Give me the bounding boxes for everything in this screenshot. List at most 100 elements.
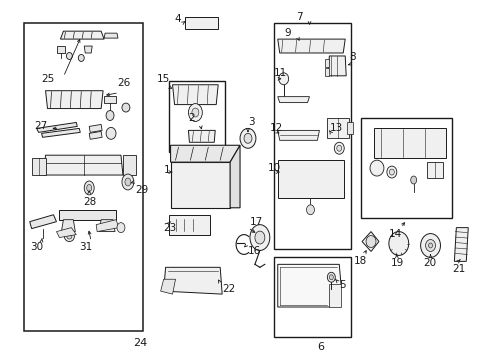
Text: 13: 13 [328,123,342,134]
Text: 2: 2 [188,113,195,123]
Ellipse shape [336,145,341,151]
Ellipse shape [240,129,255,148]
Bar [273,257,350,337]
Text: 6: 6 [317,342,324,352]
Polygon shape [277,160,344,198]
Polygon shape [45,91,103,109]
Polygon shape [56,228,76,238]
Polygon shape [104,33,118,38]
Polygon shape [325,59,328,67]
Ellipse shape [326,272,335,282]
Polygon shape [277,96,309,103]
Bar [194,168,207,180]
Text: 5: 5 [339,280,345,290]
Bar [212,168,224,180]
Text: 15: 15 [156,74,170,84]
Text: 7: 7 [296,12,303,22]
Polygon shape [43,155,122,175]
Polygon shape [30,215,56,229]
Ellipse shape [86,184,92,192]
Polygon shape [327,56,346,76]
Polygon shape [346,122,352,134]
Text: 20: 20 [423,258,436,268]
Ellipse shape [67,234,72,239]
Text: 4: 4 [174,14,181,24]
Text: 11: 11 [273,68,286,78]
Bar [176,168,189,180]
Polygon shape [185,17,218,29]
Ellipse shape [278,73,288,85]
Text: 19: 19 [390,258,403,268]
Text: 18: 18 [353,256,366,266]
Bar [189,19,196,27]
Bar [360,118,451,218]
Ellipse shape [84,181,94,195]
Polygon shape [122,155,136,175]
Text: 25: 25 [41,74,55,84]
Polygon shape [41,129,80,137]
Bar [171,218,206,231]
Ellipse shape [122,103,130,112]
Polygon shape [161,279,175,294]
Polygon shape [89,125,102,132]
Ellipse shape [328,275,333,280]
Text: 10: 10 [267,163,281,173]
Ellipse shape [191,108,199,117]
Bar [280,163,292,195]
Ellipse shape [64,231,74,242]
Ellipse shape [106,127,116,139]
Bar [310,163,322,195]
Ellipse shape [124,178,131,186]
Ellipse shape [249,225,269,251]
Polygon shape [277,264,341,307]
Polygon shape [230,145,240,208]
Polygon shape [325,68,328,76]
Text: 28: 28 [83,197,96,207]
Polygon shape [61,220,75,231]
Text: 27: 27 [35,121,48,131]
Polygon shape [426,162,443,178]
Text: 26: 26 [117,78,130,88]
Bar [273,23,350,249]
Polygon shape [373,129,446,158]
Ellipse shape [427,243,432,248]
Ellipse shape [425,239,435,251]
Polygon shape [99,220,115,231]
Ellipse shape [188,104,202,121]
Polygon shape [84,46,92,53]
Text: 8: 8 [348,52,355,62]
Bar [295,163,307,195]
Text: 31: 31 [79,243,92,252]
Text: 1: 1 [163,165,170,175]
Polygon shape [61,31,104,39]
Polygon shape [188,130,215,142]
Polygon shape [60,210,116,220]
Polygon shape [32,158,45,175]
Polygon shape [104,96,116,103]
Polygon shape [453,228,468,261]
Polygon shape [328,284,341,307]
Ellipse shape [117,223,124,233]
Polygon shape [37,122,77,132]
Ellipse shape [78,54,84,62]
Polygon shape [96,220,119,231]
Ellipse shape [334,142,344,154]
Ellipse shape [306,205,314,215]
Text: 14: 14 [388,229,401,239]
Text: 3: 3 [247,117,254,127]
Bar [24,23,142,331]
Bar [325,163,337,195]
Ellipse shape [386,166,396,178]
Polygon shape [170,162,230,208]
Ellipse shape [122,174,134,190]
Polygon shape [163,267,222,294]
Polygon shape [57,46,65,53]
Text: 12: 12 [269,123,283,134]
Bar [209,19,216,27]
Polygon shape [172,85,218,105]
Text: 17: 17 [249,217,263,227]
Polygon shape [361,231,378,251]
Ellipse shape [369,160,383,176]
Ellipse shape [106,111,114,121]
Bar [168,81,224,152]
